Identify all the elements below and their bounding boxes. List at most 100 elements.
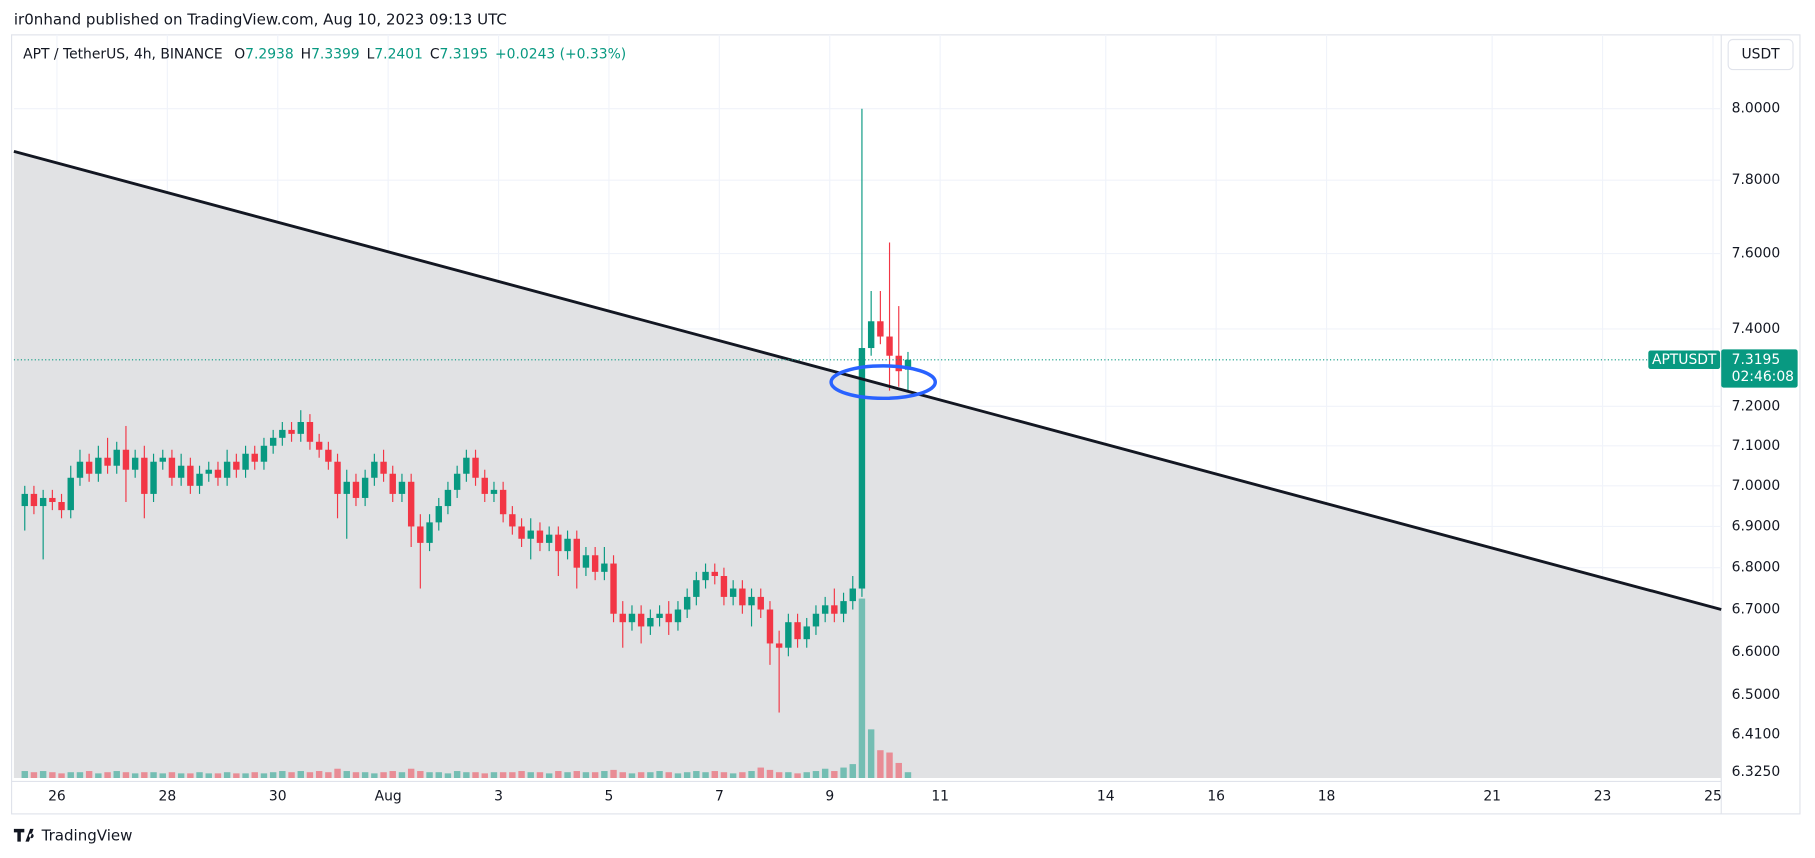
candle-body: [150, 461, 157, 494]
volume-bar: [877, 750, 884, 778]
volume-bar: [343, 771, 350, 778]
candle-body: [58, 502, 65, 511]
volume-layer: [21, 598, 912, 778]
candle-body: [831, 605, 838, 614]
ohlc-label: H: [301, 47, 311, 63]
ohlc-value: 7.2938: [245, 47, 294, 63]
candle-body: [840, 601, 847, 614]
candle-body: [748, 596, 755, 606]
candle-body: [536, 530, 544, 543]
logo: TradingView: [13, 826, 133, 844]
candle-body: [683, 596, 691, 610]
volume-bar: [168, 772, 176, 778]
candle-layer: [21, 108, 912, 713]
volume-bar: [463, 772, 470, 778]
candle-body: [463, 457, 470, 474]
candle-body: [168, 457, 176, 478]
y-tick-label: 6.6000: [1732, 644, 1781, 660]
candle-body: [610, 563, 617, 614]
volume-bar: [637, 772, 645, 778]
ohlc-label: L: [367, 47, 375, 63]
volume-bar: [177, 773, 185, 778]
volume-bar: [518, 771, 525, 778]
x-tick-label: 25: [1704, 789, 1722, 805]
volume-bar: [150, 772, 157, 778]
volume-bar: [499, 772, 507, 778]
ohlc-label: O: [234, 47, 245, 63]
volume-bar: [656, 771, 663, 778]
candle-body: [518, 526, 525, 539]
candle-body: [720, 576, 728, 597]
volume-bar: [334, 768, 341, 778]
volume-bar: [233, 773, 240, 778]
candle-body: [628, 613, 636, 623]
volume-bar: [683, 772, 691, 778]
candle-body: [30, 493, 38, 507]
volume-bar: [205, 773, 212, 778]
change: +0.0243 (+0.33%): [495, 47, 626, 63]
volume-bar: [840, 767, 847, 778]
volume-bar: [21, 771, 28, 778]
candle-body: [849, 588, 856, 602]
ohlc-value: 7.3195: [440, 47, 489, 63]
volume-bar: [196, 772, 203, 778]
volume-bar: [315, 771, 323, 778]
candle-body: [766, 609, 774, 644]
overlay-layer: [13, 150, 1722, 611]
currency-button[interactable]: [1727, 38, 1794, 71]
candle-body: [481, 477, 488, 494]
candle-body: [417, 526, 424, 543]
candle-body: [214, 469, 222, 478]
volume-bar: [306, 772, 314, 778]
volume-bar: [720, 772, 728, 778]
volume-bar: [361, 772, 369, 778]
candle-body: [325, 449, 332, 462]
volume-bar: [886, 752, 893, 778]
volume-bar: [619, 772, 626, 778]
x-tick-label: 26: [48, 789, 66, 805]
volume-bar: [380, 772, 387, 778]
candle-body: [601, 563, 608, 572]
currency[interactable]: USDT: [1742, 47, 1781, 63]
symbol: APT / TetherUS, 4h, BINANCE: [23, 47, 222, 63]
x-tick-label: 18: [1318, 789, 1336, 805]
candle-body: [398, 481, 406, 494]
volume-bar: [564, 772, 571, 778]
candle-body: [886, 336, 893, 356]
candle-body: [591, 555, 599, 572]
symbol-tag-label: APTUSDT: [1652, 352, 1717, 368]
volume-bar: [187, 773, 194, 778]
candle-body: [343, 481, 350, 494]
candle-body: [637, 613, 645, 627]
volume-bar: [223, 772, 231, 778]
candle-body: [821, 605, 829, 614]
volume-bar: [242, 773, 249, 778]
candle-body: [426, 522, 433, 543]
candle-body: [223, 461, 231, 478]
x-tick-label: 3: [494, 789, 503, 805]
volume-bar: [481, 773, 488, 778]
price-tag: [1721, 349, 1798, 388]
candle-body: [315, 441, 323, 450]
candle-body: [573, 538, 580, 568]
volume-bar: [297, 771, 304, 778]
volume-bar: [610, 769, 617, 778]
candle-body: [389, 473, 396, 494]
highlight-ellipse: [829, 364, 938, 401]
volume-bar: [665, 772, 672, 778]
volume-bar: [711, 771, 718, 778]
volume-bar: [251, 772, 258, 778]
y-tick-label: 7.0000: [1732, 478, 1781, 494]
volume-bar: [435, 772, 442, 778]
volume-bar: [398, 772, 406, 778]
candle-body: [895, 355, 902, 372]
volume-bar: [794, 773, 801, 778]
candle-body: [564, 538, 571, 552]
volume-bar: [545, 773, 553, 778]
brand: TradingView: [41, 826, 133, 844]
ohlc-value: 7.3399: [311, 47, 360, 63]
candle-body: [67, 477, 74, 511]
volume-bar: [141, 772, 148, 778]
volume-bar: [509, 772, 516, 778]
